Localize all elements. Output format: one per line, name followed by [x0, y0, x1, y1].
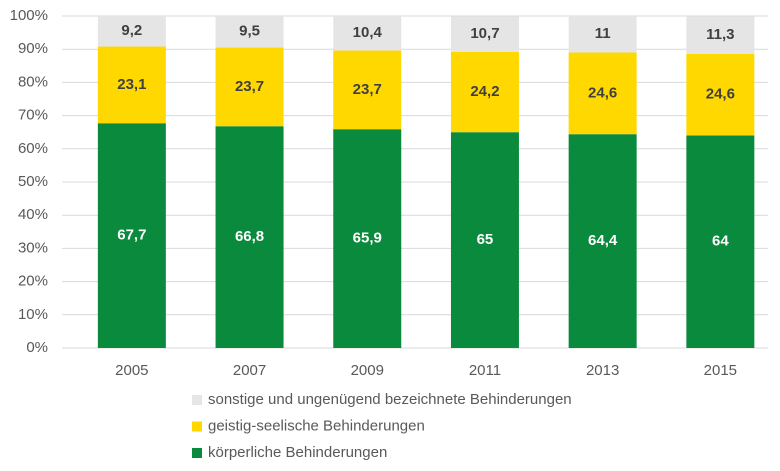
bar-segment — [215, 126, 284, 348]
y-tick-label: 30% — [18, 239, 48, 256]
bar-segment — [333, 129, 402, 348]
value-label: 24,6 — [588, 84, 617, 101]
y-tick-label: 80% — [18, 73, 48, 90]
value-label: 65 — [477, 231, 494, 248]
value-label: 66,8 — [235, 228, 264, 245]
bar-segment — [568, 16, 637, 53]
value-label: 64,4 — [588, 232, 618, 249]
bar-segment — [215, 16, 284, 48]
value-label: 9,5 — [239, 23, 260, 40]
bar-segment — [333, 16, 402, 51]
bar-segment — [450, 51, 519, 133]
legend-label: geistig-seelische Behinderungen — [208, 417, 425, 434]
y-tick-label: 10% — [18, 306, 48, 323]
y-tick-label: 100% — [10, 7, 48, 24]
x-tick-label: 2015 — [704, 362, 737, 379]
value-label: 65,9 — [353, 230, 382, 247]
bar-segment — [450, 16, 519, 52]
value-label: 10,4 — [353, 24, 383, 41]
y-tick-label: 60% — [18, 140, 48, 157]
legend-swatch — [192, 421, 202, 432]
value-label: 11 — [595, 25, 611, 42]
bar-segment — [215, 47, 284, 127]
value-label: 9,2 — [121, 22, 142, 39]
x-tick-label: 2011 — [469, 362, 501, 379]
y-tick-label: 90% — [18, 40, 48, 57]
bar-segment — [568, 134, 637, 348]
x-tick-label: 2005 — [115, 362, 148, 379]
y-tick-label: 50% — [18, 173, 48, 190]
bar-segment — [333, 50, 402, 130]
y-tick-label: 40% — [18, 206, 48, 223]
value-label: 67,7 — [117, 227, 146, 244]
value-label: 11,3 — [706, 26, 734, 43]
value-label: 23,7 — [353, 81, 382, 98]
bar-segment — [686, 53, 755, 136]
value-label: 23,7 — [235, 78, 264, 95]
x-tick-label: 2009 — [351, 362, 384, 379]
value-label: 64 — [712, 233, 729, 250]
x-tick-label: 2007 — [233, 362, 266, 379]
value-label: 10,7 — [470, 25, 499, 42]
bar-segment — [97, 16, 166, 47]
value-label: 23,1 — [117, 76, 146, 93]
bar-segment — [97, 123, 166, 349]
legend-swatch — [192, 395, 202, 405]
legend-swatch — [192, 448, 202, 458]
bar-segment — [686, 135, 755, 348]
y-tick-label: 0% — [26, 339, 48, 356]
legend-label: sonstige und ungenügend bezeichnete Behi… — [208, 391, 572, 408]
value-label: 24,2 — [470, 83, 499, 100]
bar-segment — [450, 132, 519, 348]
bar-segment — [568, 52, 637, 135]
value-label: 24,6 — [706, 86, 735, 103]
bar-segment — [97, 46, 166, 124]
y-tick-label: 20% — [18, 273, 48, 290]
legend-label: körperliche Behinderungen — [208, 444, 387, 461]
y-tick-label: 70% — [18, 107, 48, 124]
x-tick-label: 2013 — [586, 362, 619, 379]
bar-segment — [686, 16, 755, 54]
